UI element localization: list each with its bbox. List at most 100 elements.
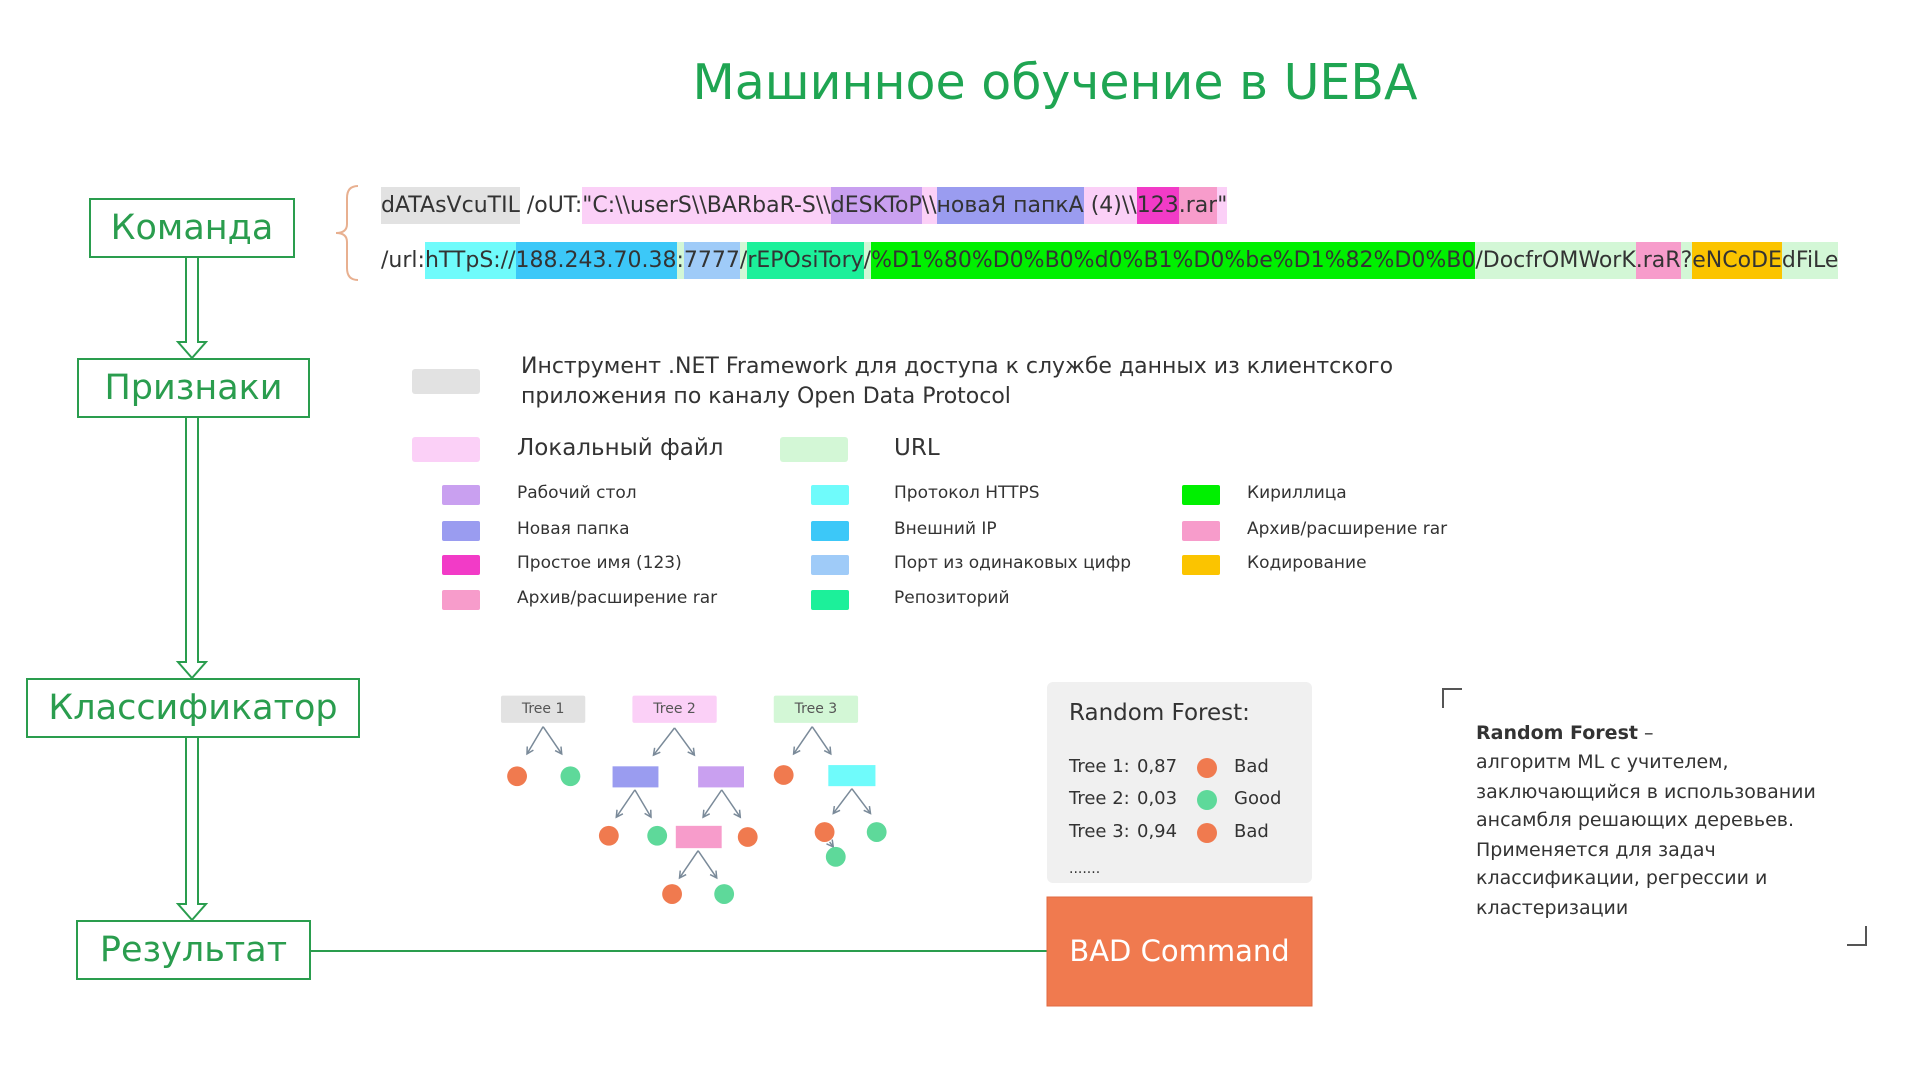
legend-text: приложения по каналу Open Data Protocol — [521, 384, 1011, 409]
command-segment: ? — [1680, 242, 1693, 279]
legend-swatch — [811, 485, 849, 505]
legend-swatch — [1182, 485, 1220, 505]
legend-group: URL — [894, 435, 940, 461]
command-segment: (4)\\ — [1083, 187, 1137, 224]
command-segment: dATAsVcuTIL — [381, 187, 520, 224]
corner — [1442, 688, 1462, 708]
command-segment: rEPOsiTory — [747, 242, 864, 279]
legend-text: Инструмент .NET Framework для доступа к … — [521, 354, 1394, 379]
forest-dot — [1197, 790, 1217, 810]
corner — [1847, 926, 1867, 946]
flow-arrow — [175, 258, 209, 360]
flow-step: Результат — [76, 920, 311, 980]
command-segment: 188.243.70.38 — [515, 242, 677, 279]
result-text: BAD Command — [1069, 934, 1290, 968]
forest-dot — [1197, 823, 1217, 843]
command-segment: " — [1217, 187, 1228, 224]
note-title: Random Forest – — [1476, 724, 1654, 743]
tree-leaf — [825, 846, 846, 867]
tree-leaf — [598, 825, 619, 846]
tree-edge — [526, 726, 544, 755]
command-segment: /oUT: — [519, 193, 583, 218]
legend-item: Порт из одинаковых цифр — [894, 553, 1132, 573]
legend-swatch — [442, 485, 480, 505]
tree-node — [698, 766, 744, 788]
forest-verdict: Bad — [1234, 756, 1269, 777]
tree-arrowhead — [554, 746, 563, 756]
tree-arrowhead — [652, 747, 661, 757]
forest-title: Random Forest: — [1069, 700, 1250, 726]
legend-item: Внешний IP — [894, 519, 997, 539]
forest-score: 0,87 — [1137, 756, 1178, 777]
legend-swatch — [412, 369, 480, 394]
tree-edge — [673, 727, 696, 756]
bracket — [335, 185, 359, 281]
command-segment: / — [739, 242, 748, 279]
note-line: Применяется для задач — [1476, 839, 1716, 861]
note-line: классификации, регрессии и — [1476, 867, 1768, 889]
legend-item: Кодирование — [1247, 553, 1367, 573]
command-segment: %D1%80%D0%B0%d0%B1%D0%be%D1%82%D0%B0 — [871, 242, 1476, 279]
forest-tree: Tree 1: — [1069, 756, 1130, 777]
tree-label-box — [773, 695, 859, 723]
command-segment: /DocfrOMWorK — [1475, 242, 1636, 279]
forest-more: ....... — [1069, 861, 1101, 877]
tree-leaf — [714, 884, 735, 904]
command-line: dATAsVcuTIL /oUT: "C:\\userS\\BARbaR-S\\ d… — [381, 187, 1228, 224]
tree-arrowhead — [526, 746, 534, 756]
tree-edge — [634, 789, 652, 818]
forest-dot — [1197, 758, 1217, 778]
command-segment: \\ — [921, 187, 937, 224]
tree-label-box — [632, 695, 717, 723]
tree-arrowhead — [644, 809, 652, 819]
note-term: Random Forest — [1476, 722, 1638, 744]
note-line: ансамбля решающих деревьев. — [1476, 809, 1795, 831]
tree-edge — [851, 788, 872, 814]
tree-leaf — [507, 766, 527, 787]
command-segment: .rar — [1178, 187, 1218, 224]
command-segment: новаЯ папкА — [936, 187, 1084, 224]
legend-item: Рабочий стол — [517, 483, 637, 503]
tree-leaf — [560, 766, 581, 787]
legend-group: Локальный файл — [517, 435, 724, 461]
legend-item: Архив/расширение rar — [1247, 519, 1448, 539]
forest-verdict: Bad — [1234, 821, 1269, 842]
tree-arrowhead — [702, 809, 711, 819]
legend-item: Новая папка — [517, 519, 630, 539]
forest-verdict: Good — [1234, 788, 1282, 809]
tree-arrowhead — [678, 870, 687, 880]
legend-item: Протокол HTTPS — [894, 483, 1040, 503]
tree-arrowhead — [863, 805, 872, 815]
flow-step: Признаки — [77, 358, 310, 418]
tree-arrowhead — [832, 805, 841, 815]
forest-box — [1047, 682, 1312, 883]
tree-leaf — [773, 765, 794, 785]
legend-swatch — [780, 437, 848, 462]
tree-edge — [615, 789, 636, 818]
flow-arrow — [175, 738, 209, 922]
title: Машинное обучение в UEBA — [692, 54, 1418, 111]
legend-swatch — [811, 590, 849, 610]
tree-leaf — [866, 822, 887, 842]
command-segment: : — [676, 242, 684, 279]
tree-node — [828, 765, 876, 787]
command-segment: dFiLe — [1781, 242, 1839, 279]
tree-label-box — [500, 695, 586, 723]
tree-label: Tree 1 — [521, 700, 565, 717]
tree-edge — [652, 727, 676, 756]
legend-swatch — [442, 555, 480, 575]
legend-swatch — [412, 437, 480, 462]
command-segment: eNCoDE — [1692, 242, 1782, 279]
tree-label: Tree 3 — [794, 700, 838, 717]
tree-label: Tree 2 — [653, 700, 696, 717]
tree-leaf — [662, 884, 683, 904]
legend-swatch — [442, 590, 480, 610]
tree-edge — [542, 726, 563, 755]
legend-swatch — [811, 555, 849, 575]
tree-arrowhead — [709, 870, 718, 880]
forest-score: 0,94 — [1137, 821, 1178, 842]
tree-edge — [678, 850, 699, 879]
legend-item: Кириллица — [1247, 483, 1347, 503]
